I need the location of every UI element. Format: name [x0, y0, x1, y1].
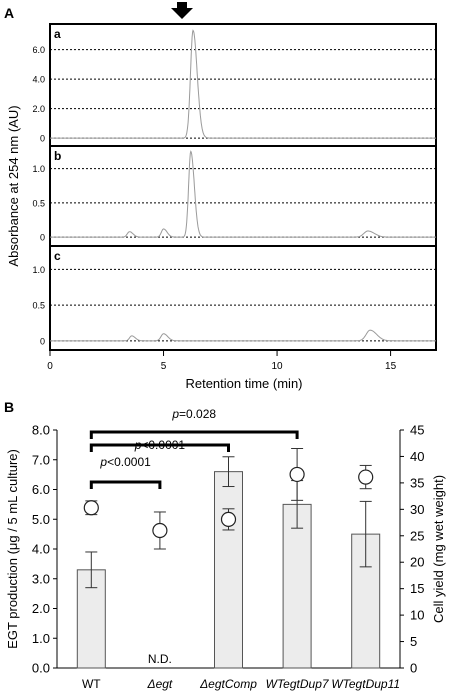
significance-bracket — [89, 430, 299, 439]
y-tick-label: 6.0 — [32, 482, 50, 497]
significance-label: p<0.0001 — [99, 455, 151, 469]
x-axis-title: Retention time (min) — [185, 376, 302, 391]
y-tick-label: 0.5 — [32, 301, 45, 311]
y-tick-label: 3.0 — [32, 571, 50, 586]
y2-tick-label: 45 — [410, 423, 424, 438]
category-label: Δegt — [147, 677, 173, 691]
y-tick-label: 1.0 — [32, 631, 50, 646]
bar-error-bar — [222, 456, 235, 488]
category-label: WT — [82, 677, 101, 691]
subplot-label: c — [54, 249, 61, 263]
subplot-b: 0 0.5 1.0 b — [32, 145, 437, 247]
significance-label: p<0.0001 — [134, 438, 186, 452]
chromatogram-trace — [50, 329, 436, 342]
subplot-a: 0 2.0 4.0 6.0 a — [32, 23, 437, 147]
y-axis-title: EGT production (μg / 5 mL culture) — [5, 449, 20, 649]
subplot-frame — [49, 245, 437, 351]
y2-tick-label: 30 — [410, 502, 424, 517]
subplot-label: a — [54, 27, 61, 41]
y2-tick-label: 0 — [410, 661, 417, 676]
bar-error-bar — [359, 500, 372, 568]
y-tick-label: 2.0 — [32, 104, 45, 114]
bar — [214, 471, 243, 669]
y-axis-title: Absorbance at 254 nm (AU) — [6, 105, 21, 266]
y-tick-label: 0 — [40, 336, 45, 346]
bar-error-bar — [85, 551, 98, 589]
cell-yield-point — [289, 466, 305, 483]
subplot-frame — [49, 23, 437, 147]
subplot-label: b — [54, 149, 61, 163]
y-tick-label: 2.0 — [32, 601, 50, 616]
y-tick-label: 0 — [40, 233, 45, 243]
cell-yield-point — [152, 522, 168, 539]
y-tick-label: 0.0 — [32, 661, 50, 676]
x-tick-label: 5 — [161, 361, 167, 372]
y-tick-label: 6.0 — [32, 45, 45, 55]
x-tick-label: 10 — [271, 361, 283, 372]
panel-a-label: A — [4, 5, 14, 21]
significance-bracket — [89, 443, 230, 452]
y-tick-label: 0.5 — [32, 198, 45, 208]
panel-b: B 0.0 1.0 2.0 3.0 4.0 5.0 6.0 7.0 8.0 0 5 10 15 20 25 30… — [4, 399, 446, 691]
cell-yield-point — [358, 469, 374, 485]
x-tick-label: 15 — [385, 361, 397, 372]
subplot-c: 0 0.5 1.0 c — [32, 245, 437, 351]
y2-tick-label: 5 — [410, 634, 417, 649]
x-tick-label: 0 — [47, 361, 53, 372]
chromatogram-trace — [50, 29, 436, 139]
subplot-frame — [49, 145, 437, 247]
cell-yield-point — [83, 500, 99, 516]
category-label: ΔegtComp — [199, 677, 257, 691]
significance-bracket — [89, 480, 162, 489]
down-arrow-icon — [171, 2, 193, 19]
y-tick-label: 8.0 — [32, 423, 50, 438]
category-label: WTegtDup11 — [331, 677, 400, 691]
cell-yield-point — [220, 511, 237, 527]
y2-tick-label: 25 — [410, 528, 424, 543]
y2-tick-label: 40 — [410, 449, 424, 464]
y2-tick-label: 20 — [410, 555, 424, 570]
y-tick-label: 1.0 — [32, 164, 45, 174]
y-tick-label: 4.0 — [32, 542, 50, 557]
not-detected-label: N.D. — [148, 652, 172, 666]
y-tick-label: 7.0 — [32, 452, 50, 467]
y-tick-label: 5.0 — [32, 512, 50, 527]
bar — [282, 503, 312, 669]
y-tick-label: 0 — [40, 134, 45, 144]
y2-tick-label: 10 — [410, 608, 424, 623]
category-label: WTegtDup7 — [266, 677, 330, 691]
down-arrow-shape — [171, 2, 193, 19]
chromatogram-trace — [50, 150, 436, 238]
y-tick-label: 4.0 — [32, 75, 45, 85]
y2-axis-title: Cell yield (mg wet weight) — [431, 475, 446, 623]
y2-tick-label: 15 — [410, 581, 424, 596]
significance-label: p=0.028 — [171, 407, 216, 421]
panel-b-label: B — [4, 399, 14, 415]
y-tick-label: 1.0 — [32, 265, 45, 275]
y2-tick-label: 35 — [410, 475, 424, 490]
panel-a-x-axis: 0 5 10 15 — [47, 350, 397, 372]
